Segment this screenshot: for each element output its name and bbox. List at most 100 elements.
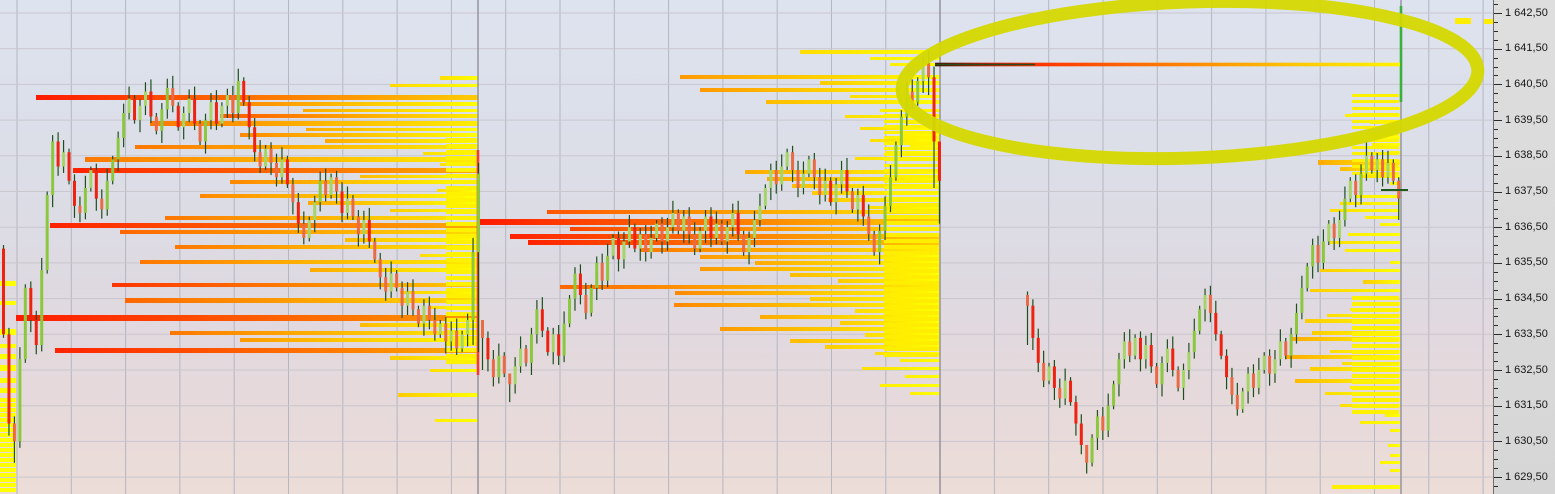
order-level-bar — [140, 260, 478, 264]
order-level-bar — [390, 83, 478, 87]
order-level-bar — [792, 184, 940, 188]
chart-plot-area[interactable] — [0, 0, 1493, 494]
price-axis[interactable]: 1 642,50 1 641,50 1 640,50 1 639,50 1 638,50… — [1493, 0, 1555, 494]
price-label: 1 641,50 — [1505, 42, 1548, 55]
order-level-bar — [240, 102, 478, 106]
order-level-bar — [838, 279, 940, 283]
order-level-bar — [430, 368, 478, 372]
order-level-bar — [390, 356, 478, 360]
order-level-bar — [446, 192, 477, 196]
naked-poc-price-line[interactable] — [935, 62, 1400, 67]
order-level-bar — [884, 287, 939, 291]
order-level-bar — [446, 234, 477, 238]
order-level-bar — [446, 228, 477, 232]
order-level-bar — [446, 240, 477, 244]
order-level-bar — [812, 191, 940, 195]
axis-tick — [1494, 129, 1498, 131]
axis-tick — [1494, 48, 1502, 50]
order-level-bar — [1352, 171, 1399, 175]
price-label: 1 633,50 — [1505, 327, 1548, 340]
axis-tick — [1494, 111, 1498, 113]
order-level-bar — [303, 108, 478, 112]
axis-tick — [1494, 334, 1502, 336]
order-level-bar — [884, 245, 939, 249]
price-label: 1 642,50 — [1505, 6, 1548, 19]
order-level-bar — [640, 248, 940, 252]
axis-tick — [1494, 84, 1502, 86]
order-level-bar — [1380, 460, 1400, 464]
order-level-bar — [200, 194, 478, 198]
order-level-bar — [1352, 398, 1399, 402]
order-level-bar — [0, 483, 16, 487]
order-level-bar — [800, 50, 940, 54]
order-level-bar — [240, 133, 478, 137]
order-level-bar — [850, 94, 940, 98]
order-level-bar — [446, 324, 477, 328]
order-level-bar — [884, 281, 939, 285]
order-level-bar — [1330, 208, 1400, 212]
axis-tick — [1494, 450, 1498, 452]
axis-tick — [1494, 486, 1498, 488]
order-level-bar — [862, 366, 940, 370]
order-level-bar — [1352, 308, 1399, 312]
current-price-dash — [1484, 19, 1493, 24]
order-level-bar — [440, 76, 478, 80]
order-level-bar — [790, 273, 940, 277]
axis-tick — [1494, 209, 1498, 211]
order-level-bar — [828, 198, 940, 202]
order-level-bar — [446, 330, 477, 334]
order-level-bar — [446, 180, 477, 184]
order-level-bar — [720, 327, 940, 331]
order-level-bar — [1360, 420, 1400, 424]
order-level-bar — [446, 162, 477, 166]
axis-tick — [1494, 137, 1498, 139]
price-label: 1 630,50 — [1505, 434, 1548, 447]
order-level-bar — [1352, 302, 1399, 306]
order-level-bar — [1352, 362, 1399, 366]
order-level-bar — [884, 191, 939, 194]
order-level-bar — [446, 174, 477, 178]
order-level-bar — [884, 293, 939, 297]
order-level-bar — [680, 75, 940, 79]
order-level-bar — [1352, 332, 1399, 336]
order-level-bar — [325, 139, 478, 143]
order-level-bar — [547, 210, 940, 214]
order-level-bar — [0, 478, 16, 482]
order-level-bar — [446, 348, 477, 352]
order-level-bar — [884, 263, 939, 267]
order-level-bar — [50, 222, 478, 228]
order-level-bar — [510, 233, 940, 239]
order-level-bar — [120, 230, 478, 234]
order-level-bar — [884, 239, 939, 243]
order-level-bar — [446, 312, 477, 316]
order-level-bar — [135, 145, 478, 149]
order-level-bar — [790, 339, 940, 343]
order-level-bar — [1295, 379, 1400, 383]
order-level-bar — [446, 354, 477, 358]
order-level-bar — [560, 285, 940, 289]
axis-tick — [1494, 146, 1498, 148]
order-level-bar — [230, 180, 478, 184]
order-level-bar — [884, 221, 939, 225]
order-level-bar — [1352, 320, 1399, 324]
order-level-bar — [1352, 145, 1399, 149]
order-level-bar — [884, 180, 939, 183]
order-level-bar — [1352, 380, 1399, 384]
axis-tick — [1494, 191, 1502, 193]
price-line-origin-segment — [935, 63, 1035, 66]
order-level-bar — [855, 309, 940, 313]
order-level-bar — [884, 335, 939, 339]
order-level-bar — [446, 264, 477, 268]
drawn-ellipse-annotation[interactable] — [895, 0, 1485, 168]
axis-tick — [1494, 477, 1502, 479]
axis-tick — [1494, 75, 1498, 77]
order-level-bar — [884, 227, 939, 231]
order-level-bar — [446, 282, 477, 286]
price-label: 1 631,50 — [1505, 399, 1548, 412]
order-level-bar — [870, 56, 940, 60]
axis-tick — [1494, 218, 1498, 220]
order-level-bar — [1352, 106, 1399, 110]
chart-canvas[interactable] — [0, 0, 1493, 494]
order-level-bar — [1363, 280, 1400, 284]
order-level-bar — [1380, 222, 1400, 226]
